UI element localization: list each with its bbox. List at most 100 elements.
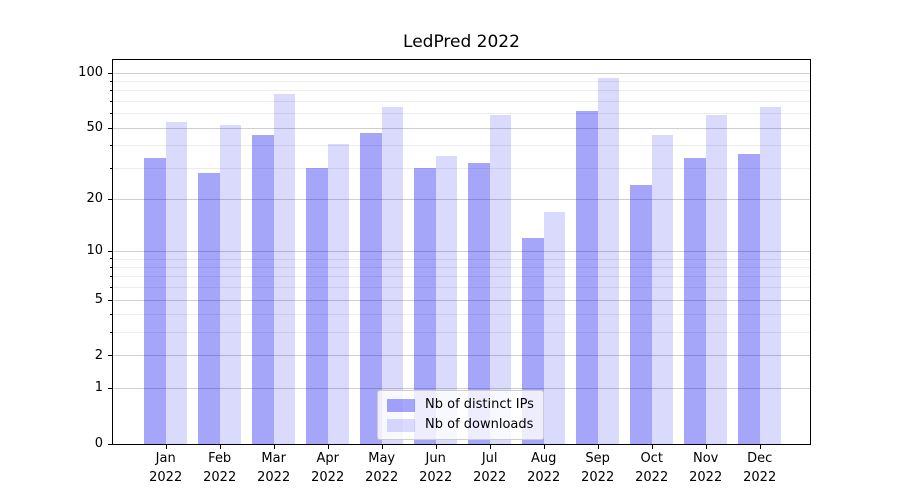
y-tick-label-0: 0: [94, 436, 103, 451]
y-minor-tick-6: [110, 287, 112, 289]
x-tick-jan: [165, 445, 167, 449]
month-slot-apr: Apr 2022: [301, 60, 355, 485]
bar-downloads-feb: [219, 125, 242, 444]
y-tick-label-100: 100: [78, 65, 103, 81]
x-tick-jul: [489, 445, 491, 449]
x-label-year-jan: 2022: [149, 469, 183, 485]
y-tick-label-50: 50: [86, 120, 103, 136]
x-tick-jun: [435, 445, 437, 449]
month-slot-mar: Mar 2022: [247, 60, 301, 485]
x-tick-oct: [651, 445, 653, 449]
gridline-major-1: [113, 387, 810, 389]
bar-downloads-apr: [327, 143, 350, 444]
legend-label-distinct-ips: Nb of distinct IPs: [425, 397, 534, 412]
x-tick-dec: [759, 445, 761, 449]
y-minor-tick-7: [110, 276, 112, 278]
x-tick-label-sep: Sep 2022: [581, 450, 614, 487]
month-slot-dec: Dec 2022: [733, 60, 787, 485]
bar-downloads-sep: [597, 78, 620, 444]
gridline-minor-30: [113, 167, 810, 169]
x-label-month-dec: Dec: [747, 451, 773, 466]
x-tick-label-jun: Jun 2022: [419, 450, 452, 487]
gridline-major-100: [113, 72, 810, 74]
gridline-minor-60: [113, 113, 810, 115]
legend-swatch-distinct-ips: [387, 398, 415, 412]
y-tick-100: [108, 72, 112, 74]
month-slot-jun: Jun 2022: [409, 60, 463, 485]
bar-ips-jul: [468, 163, 490, 444]
month-slot-jan: Jan 2022: [139, 60, 193, 485]
bar-downloads-nov: [705, 115, 728, 444]
x-tick-may: [381, 445, 383, 449]
y-minor-tick-4: [110, 314, 112, 316]
x-label-year-mar: 2022: [257, 469, 291, 485]
gridline-minor-9: [113, 258, 810, 260]
bar-downloads-aug: [543, 211, 566, 444]
x-tick-label-may: May 2022: [365, 450, 398, 487]
gridline-major-2: [113, 355, 810, 357]
grid-layer: [113, 60, 810, 444]
y-tick-1: [108, 387, 112, 389]
y-tick-label-2: 2: [94, 347, 103, 363]
month-slot-may: May 2022: [355, 60, 409, 485]
x-label-month-mar: Mar: [261, 451, 286, 466]
x-tick-label-feb: Feb 2022: [203, 450, 236, 487]
y-tick-label-20: 20: [86, 191, 103, 207]
x-tick-nov: [705, 445, 707, 449]
x-label-year-sep: 2022: [581, 469, 615, 485]
y-tick-20: [108, 198, 112, 200]
x-label-month-sep: Sep: [585, 451, 610, 466]
gridline-minor-6: [113, 287, 810, 289]
month-slot-feb: Feb 2022: [193, 60, 247, 485]
x-label-month-feb: Feb: [208, 451, 232, 466]
legend-label-downloads: Nb of downloads: [425, 417, 534, 432]
gridline-minor-7: [113, 276, 810, 278]
legend-item-distinct-ips: Nb of distinct IPs: [387, 398, 534, 412]
bar-downloads-dec: [759, 107, 782, 444]
y-minor-tick-30: [110, 167, 112, 169]
x-tick-label-nov: Nov 2022: [689, 450, 722, 487]
month-slot-oct: Oct 2022: [625, 60, 679, 485]
y-tick-label-5: 5: [94, 292, 103, 308]
x-label-year-jun: 2022: [419, 469, 453, 485]
gridline-minor-3: [113, 332, 810, 334]
y-minor-tick-8: [110, 266, 112, 268]
bar-ips-dec: [738, 153, 760, 444]
bar-downloads-mar: [273, 93, 296, 444]
gridline-major-10: [113, 250, 810, 252]
chart-title: LedPred 2022: [403, 32, 520, 52]
y-tick-10: [108, 250, 112, 252]
bar-ips-may: [360, 132, 382, 444]
x-label-month-aug: Aug: [530, 451, 557, 466]
month-slot-nov: Nov 2022: [679, 60, 733, 485]
bar-downloads-jul: [489, 115, 512, 444]
x-label-year-jul: 2022: [473, 469, 507, 485]
bar-ips-jun: [414, 168, 436, 444]
bar-ips-feb: [198, 173, 220, 444]
x-label-month-nov: Nov: [693, 451, 719, 466]
y-minor-tick-40: [110, 145, 112, 147]
x-tick-label-aug: Aug 2022: [527, 450, 560, 487]
x-label-year-feb: 2022: [203, 469, 237, 485]
y-axis: 0 1 2 5 10 20 50 100: [78, 60, 810, 451]
x-label-year-nov: 2022: [689, 469, 723, 485]
y-tick-2: [108, 355, 112, 357]
bar-downloads-jan: [165, 122, 188, 444]
x-tick-label-mar: Mar 2022: [257, 450, 290, 487]
gridline-minor-80: [113, 90, 810, 92]
x-tick-label-oct: Oct 2022: [635, 450, 668, 487]
bar-downloads-oct: [651, 134, 674, 444]
x-label-month-jan: Jan: [155, 451, 176, 466]
y-minor-tick-90: [110, 81, 112, 83]
legend-swatch-downloads: [387, 418, 415, 432]
x-tick-feb: [219, 445, 221, 449]
gridline-major-20: [113, 198, 810, 200]
month-slot-jul: Jul 2022: [463, 60, 517, 485]
y-tick-5: [108, 299, 112, 301]
bars-layer: Jan 2022 Feb 2022 Mar 2022 Apr 2022 May 2022 Jun 20…: [139, 60, 787, 485]
x-label-month-jun: Jun: [425, 451, 446, 466]
x-tick-apr: [327, 445, 329, 449]
x-label-year-dec: 2022: [743, 469, 777, 485]
bar-downloads-jun: [435, 156, 458, 444]
